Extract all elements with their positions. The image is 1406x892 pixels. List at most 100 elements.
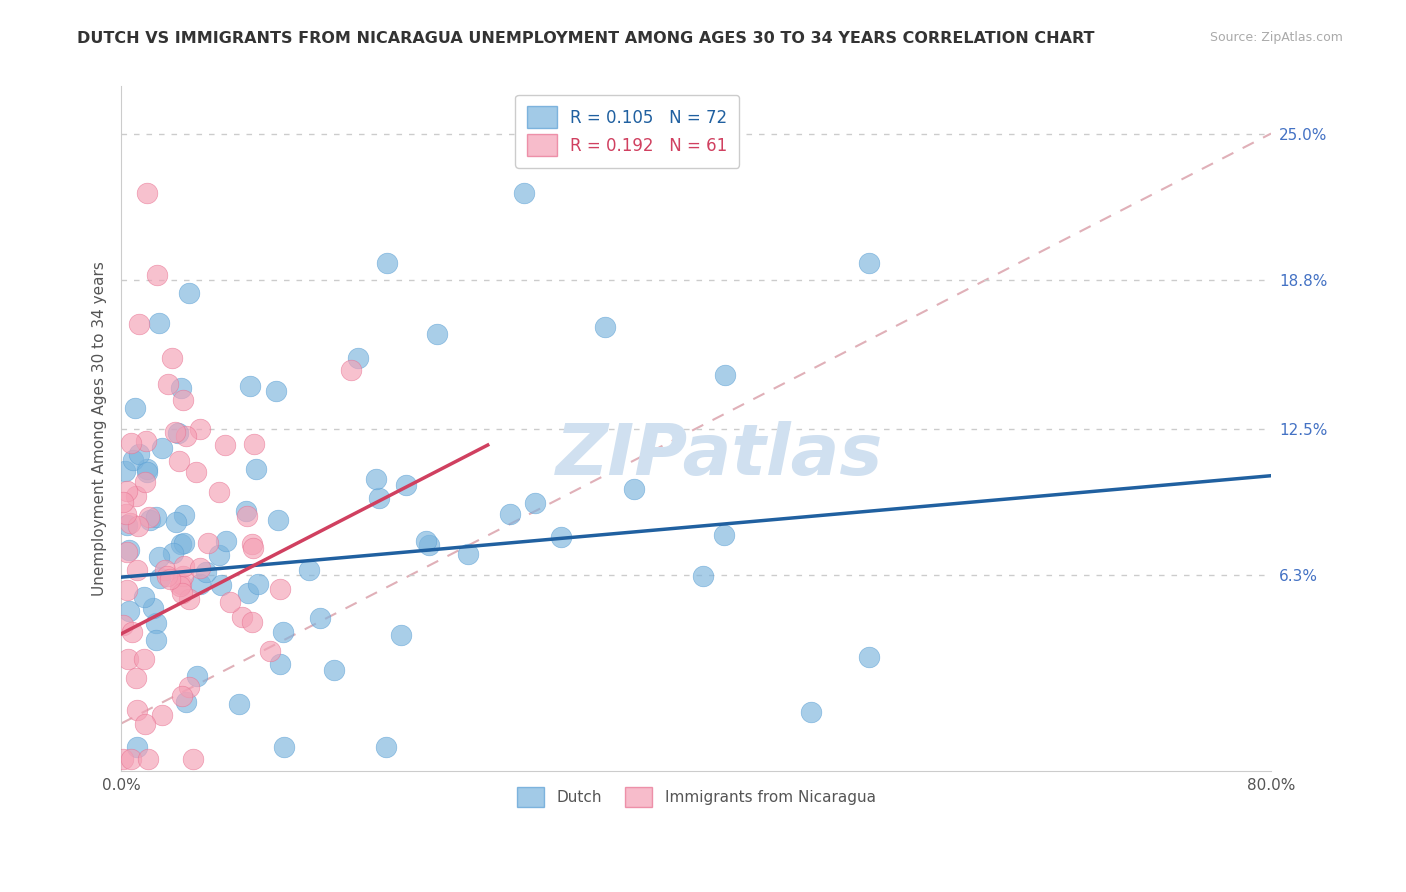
Point	[115, 483, 138, 498]
Point	[127, 519, 149, 533]
Point	[269, 657, 291, 671]
Point	[117, 651, 139, 665]
Point	[172, 392, 194, 407]
Point	[173, 558, 195, 573]
Point	[273, 740, 295, 755]
Point	[322, 663, 344, 677]
Text: DUTCH VS IMMIGRANTS FROM NICARAGUA UNEMPLOYMENT AMONG AGES 30 TO 34 YEARS CORREL: DUTCH VS IMMIGRANTS FROM NICARAGUA UNEMP…	[77, 31, 1095, 46]
Point	[170, 537, 193, 551]
Point	[118, 516, 141, 530]
Point	[309, 611, 332, 625]
Point	[118, 543, 141, 558]
Point	[188, 421, 211, 435]
Point	[197, 535, 219, 549]
Point	[243, 436, 266, 450]
Point	[128, 447, 150, 461]
Point	[858, 650, 880, 665]
Point	[136, 186, 159, 200]
Point	[165, 515, 187, 529]
Point	[177, 285, 200, 300]
Point	[111, 494, 134, 508]
Point	[713, 528, 735, 542]
Point	[135, 434, 157, 449]
Point	[297, 563, 319, 577]
Point	[153, 563, 176, 577]
Point	[426, 327, 449, 342]
Point	[169, 579, 191, 593]
Point	[156, 569, 179, 583]
Point	[623, 483, 645, 497]
Point	[159, 573, 181, 587]
Point	[389, 628, 412, 642]
Point	[246, 577, 269, 591]
Point	[127, 703, 149, 717]
Point	[271, 625, 294, 640]
Point	[162, 546, 184, 560]
Point	[170, 576, 193, 591]
Point	[177, 592, 200, 607]
Point	[136, 461, 159, 475]
Point	[340, 362, 363, 376]
Point	[208, 485, 231, 500]
Point	[127, 740, 149, 755]
Point	[138, 509, 160, 524]
Point	[524, 496, 547, 510]
Point	[125, 489, 148, 503]
Point	[236, 586, 259, 600]
Point	[245, 462, 267, 476]
Point	[173, 508, 195, 522]
Text: Source: ZipAtlas.com: Source: ZipAtlas.com	[1209, 31, 1343, 45]
Point	[139, 513, 162, 527]
Point	[160, 351, 183, 365]
Point	[215, 533, 238, 548]
Point	[125, 563, 148, 577]
Point	[259, 644, 281, 658]
Point	[188, 576, 211, 591]
Point	[145, 632, 167, 647]
Point	[498, 507, 520, 521]
Point	[167, 454, 190, 468]
Point	[219, 595, 242, 609]
Point	[240, 615, 263, 630]
Point	[195, 565, 218, 579]
Point	[125, 671, 148, 685]
Point	[156, 376, 179, 391]
Point	[149, 571, 172, 585]
Point	[240, 536, 263, 550]
Point	[172, 569, 194, 583]
Point	[375, 256, 398, 270]
Point	[121, 624, 143, 639]
Point	[136, 465, 159, 479]
Point	[167, 425, 190, 440]
Point	[235, 504, 257, 518]
Point	[550, 530, 572, 544]
Point	[267, 513, 290, 527]
Point	[115, 507, 138, 521]
Point	[145, 509, 167, 524]
Point	[242, 541, 264, 556]
Point	[395, 477, 418, 491]
Point	[111, 752, 134, 766]
Point	[132, 590, 155, 604]
Point	[120, 435, 142, 450]
Point	[235, 508, 257, 523]
Point	[150, 442, 173, 456]
Point	[118, 604, 141, 618]
Point	[148, 316, 170, 330]
Y-axis label: Unemployment Among Ages 30 to 34 years: Unemployment Among Ages 30 to 34 years	[93, 261, 107, 596]
Point	[347, 351, 370, 365]
Point	[418, 538, 440, 552]
Point	[177, 681, 200, 695]
Point	[214, 438, 236, 452]
Point	[134, 475, 156, 490]
Point	[111, 617, 134, 632]
Point	[146, 268, 169, 282]
Point	[128, 317, 150, 331]
Point	[181, 752, 204, 766]
Point	[148, 550, 170, 565]
Point	[132, 652, 155, 666]
Point	[188, 561, 211, 575]
Point	[170, 689, 193, 703]
Point	[366, 472, 388, 486]
Point	[238, 379, 260, 393]
